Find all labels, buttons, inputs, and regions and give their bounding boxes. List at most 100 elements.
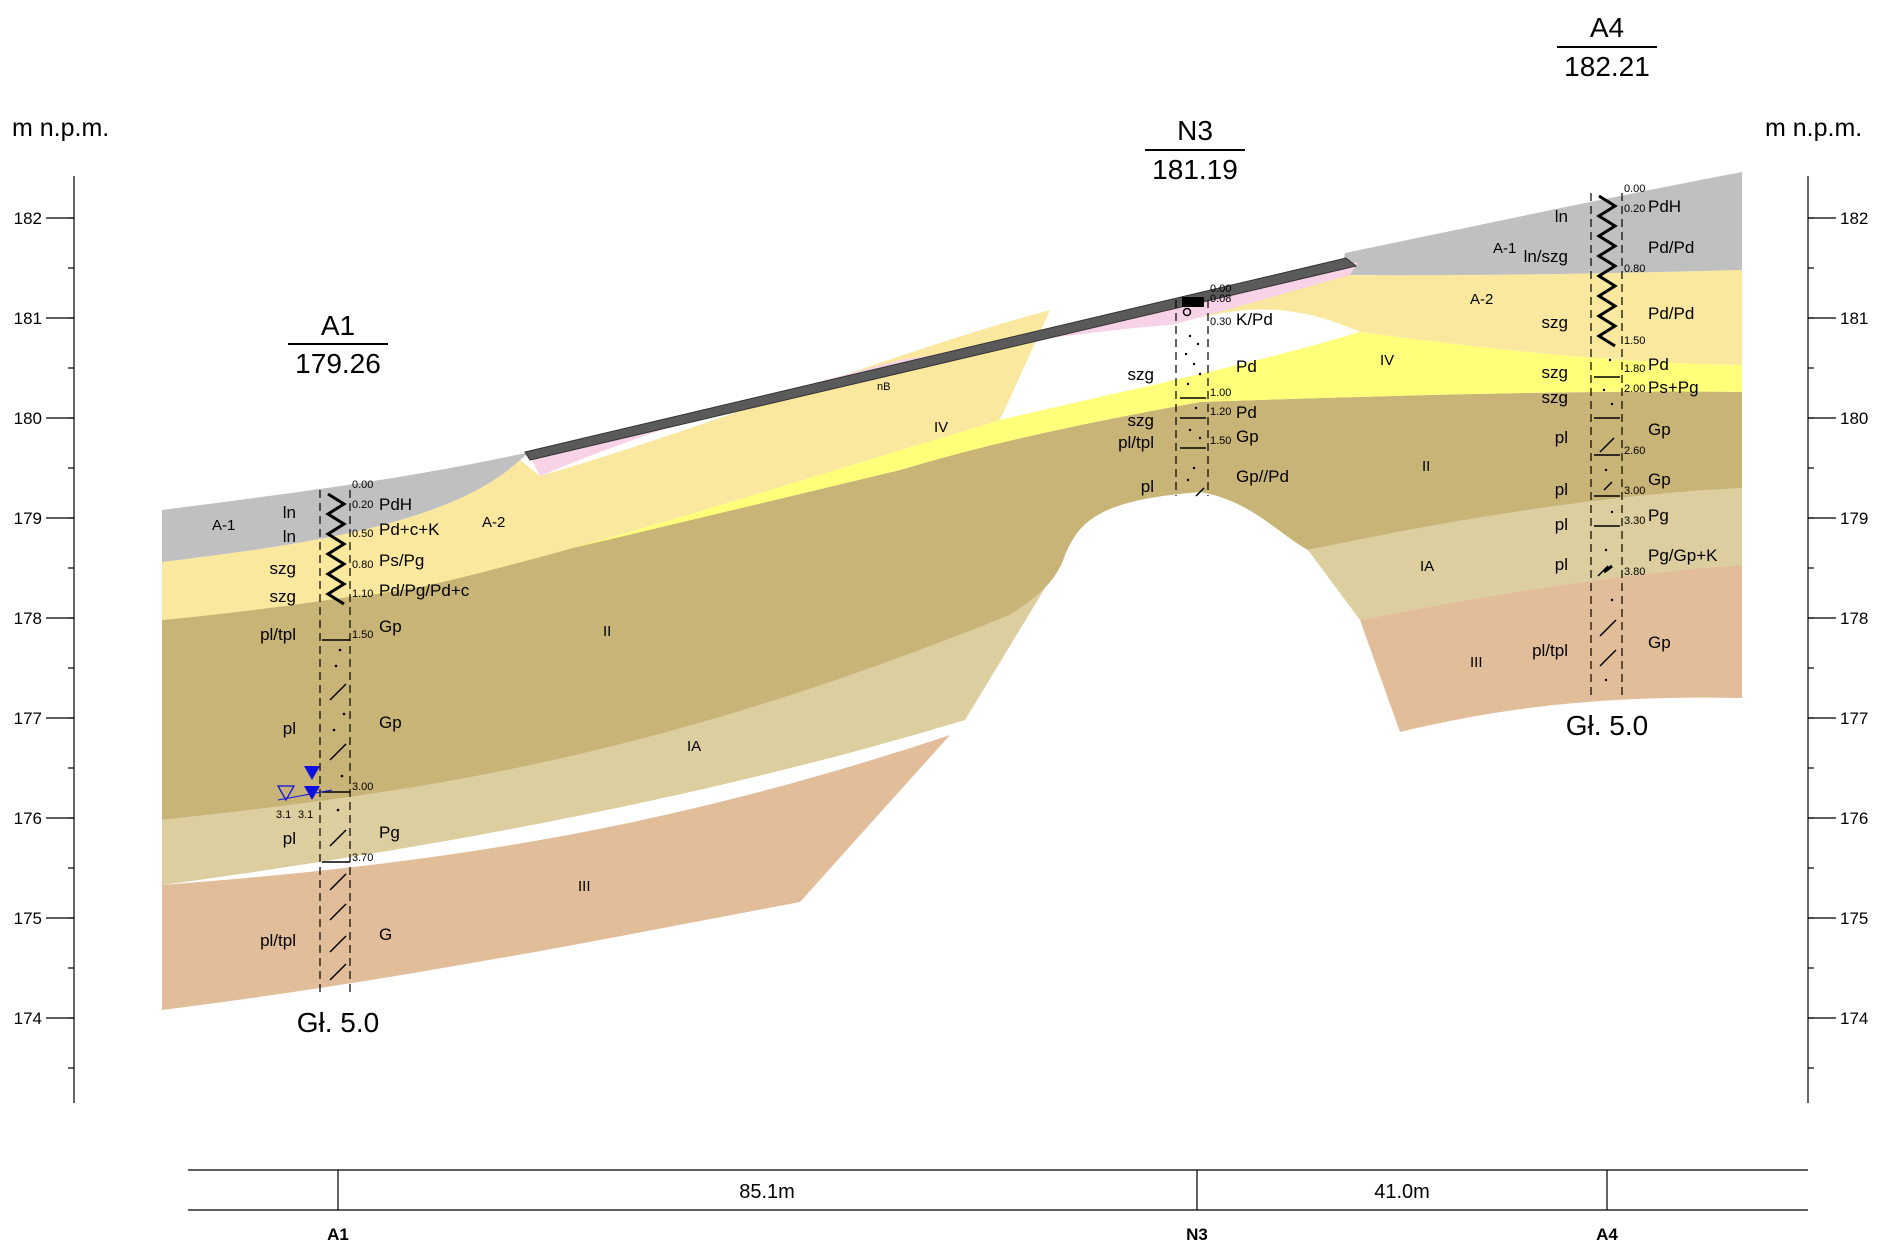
layer-A1-right: [1340, 172, 1742, 276]
state-label: pl/tpl: [1532, 641, 1568, 660]
tick-label: 176: [14, 809, 42, 828]
depth-label: 1.20: [1210, 406, 1231, 418]
zone-labels: A-1 A-2 II IA III nB IV IV II IA III A-1…: [212, 240, 1516, 895]
zone-label-II: II: [603, 623, 611, 640]
borehole-A4: A4 182.21 0.00 0.20 0.80 1.50 1.80 2.00 …: [1524, 12, 1719, 741]
soil-label: Gp//Pd: [1236, 467, 1289, 486]
state-label: pl/tpl: [260, 931, 296, 950]
state-label: ln: [1555, 207, 1568, 226]
layer-II-right: [1200, 391, 1742, 550]
state-label: pl: [1555, 428, 1568, 447]
soil-label: Gp: [1648, 420, 1671, 439]
state-label: szg: [270, 559, 296, 578]
depth-label: 0.50: [352, 528, 373, 540]
tick-label: 174: [14, 1009, 42, 1028]
right-tick-labels: 182 181 180 179 178 177 176 175 174: [1840, 209, 1868, 1028]
state-label: pl/tpl: [1118, 433, 1154, 452]
station-label: A1: [327, 1225, 349, 1244]
depth-label: 0.80: [1624, 263, 1645, 275]
depth-label: 0.20: [1624, 203, 1645, 215]
station-label: A4: [1596, 1225, 1618, 1244]
layer-IA-right: [1308, 488, 1742, 620]
left-axis: [46, 176, 75, 1103]
soil-label: Gp: [379, 713, 402, 732]
state-label: pl: [283, 829, 296, 848]
borehole-id: N3: [1177, 115, 1213, 146]
zone-label-nB: nB: [877, 381, 890, 393]
layer-IA: [162, 555, 1065, 885]
state-label: ln: [283, 527, 296, 546]
distance-table: [188, 1169, 1808, 1211]
station-label: N3: [1186, 1225, 1208, 1244]
soil-label: Pg/Gp+K: [1648, 546, 1718, 565]
soil-label: Pg: [1648, 506, 1669, 525]
left-unit-label: m n.p.m.: [12, 114, 109, 142]
state-label: pl: [1555, 480, 1568, 499]
borehole-id: A4: [1590, 12, 1624, 43]
zone-label-A2-right: A-2: [1470, 291, 1493, 308]
zone-label-IA-right: IA: [1420, 558, 1434, 575]
depth-label: 1.50: [1210, 435, 1231, 447]
depth-label: 3.30: [1624, 515, 1645, 527]
state-label: szg: [1542, 363, 1568, 382]
state-label: ln/szg: [1524, 247, 1568, 266]
soil-label: Pd/Pg/Pd+c: [379, 581, 470, 600]
depth-label: 3.70: [352, 852, 373, 864]
soil-label: Pd+c+K: [379, 520, 440, 539]
soil-label: Gp: [1648, 633, 1671, 652]
soil-label: Pd/Pd: [1648, 304, 1694, 323]
depth-label: 1.50: [352, 629, 373, 641]
zone-label-IV: IV: [934, 419, 948, 436]
borehole-elevation: 181.19: [1152, 154, 1238, 185]
zone-label-II-right: II: [1422, 458, 1430, 475]
tick-label: 179: [14, 509, 42, 528]
depth-label: 3.00: [352, 781, 373, 793]
right-unit-label: m n.p.m.: [1765, 114, 1862, 142]
soil-label: Ps+Pg: [1648, 378, 1699, 397]
depth-label: 2.00: [1624, 383, 1645, 395]
depth-label: 1.00: [1210, 387, 1231, 399]
depth-label: 3.80: [1624, 566, 1645, 578]
soil-label: Pd: [1236, 403, 1257, 422]
state-label: pl: [1141, 477, 1154, 496]
zone-label-IV-right: IV: [1380, 352, 1394, 369]
zone-label-IA: IA: [687, 738, 701, 755]
distance-label: 85.1m: [739, 1181, 795, 1203]
state-label: szg: [270, 587, 296, 606]
soil-label: Pd/Pd: [1648, 238, 1694, 257]
depth-label: 1.80: [1624, 363, 1645, 375]
layer-IV: [340, 332, 1742, 600]
borehole-elevation: 182.21: [1564, 51, 1650, 82]
state-label: pl/tpl: [260, 625, 296, 644]
soil-label: Ps/Pg: [379, 551, 424, 570]
depth-label: 0.00: [1624, 183, 1645, 195]
soil-label: Pd: [1236, 357, 1257, 376]
soil-label: Gp: [379, 617, 402, 636]
tick-label: 178: [14, 609, 42, 628]
tick-label: 182: [14, 209, 42, 228]
left-tick-labels: 182 181 180 179 178 177 176 175 174: [14, 209, 42, 1028]
tick-label: 181: [1840, 309, 1868, 328]
layer-nB: [528, 262, 1358, 476]
depth-label: 2.60: [1624, 445, 1645, 457]
soil-label: PdH: [379, 495, 412, 514]
tick-label: 177: [1840, 709, 1868, 728]
asphalt-surface: [524, 257, 1358, 461]
depth-label: 0.20: [352, 499, 373, 511]
layer-III: [162, 735, 950, 1010]
borehole-depth-label: Gł. 5.0: [297, 1007, 379, 1038]
water-level-label: 3.1: [276, 809, 291, 821]
soil-label: Pd: [1648, 355, 1669, 374]
layer-III-right: [1360, 565, 1742, 732]
borehole-depth-label: Gł. 5.0: [1566, 710, 1648, 741]
tick-label: 181: [14, 309, 42, 328]
state-label: ln: [283, 503, 296, 522]
zone-label-III-right: III: [1470, 654, 1483, 671]
borehole-id: A1: [321, 310, 355, 341]
state-label: pl: [1555, 555, 1568, 574]
zone-label-A2: A-2: [482, 514, 505, 531]
borehole-N3: N3 181.19 0.00 0.08 0.30 1.00 1.20 1.50 …: [1118, 115, 1289, 497]
tick-label: 174: [1840, 1009, 1868, 1028]
zone-label-III: III: [578, 878, 591, 895]
